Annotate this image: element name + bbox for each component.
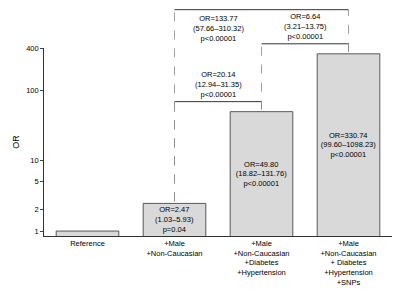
svg-text:400: 400 [26,44,39,53]
svg-text:100: 100 [26,86,39,95]
svg-text:OR=6.64(3.21–13.75)p<0.00001: OR=6.64(3.21–13.75)p<0.00001 [284,12,327,41]
svg-text:Reference: Reference [70,239,105,248]
svg-text:5: 5 [35,177,39,186]
svg-text:+Male+Non-Caucasian+ Diabetes+: +Male+Non-Caucasian+ Diabetes+Hypertensi… [320,239,376,287]
svg-text:OR=2.47(1.03–5.93)p=0.04: OR=2.47(1.03–5.93)p=0.04 [155,205,194,234]
svg-text:2: 2 [35,205,39,214]
svg-text:OR=133.77(57.66–310.32)p<0.000: OR=133.77(57.66–310.32)p<0.00001 [193,14,244,43]
svg-text:1: 1 [35,227,39,236]
svg-text:+Male+Non-Caucasian: +Male+Non-Caucasian [146,239,202,258]
svg-text:OR=49.80(18.82–131.76)p<0.0000: OR=49.80(18.82–131.76)p<0.00001 [236,160,287,189]
svg-text:OR=20.14(12.94–31.35)p<0.00001: OR=20.14(12.94–31.35)p<0.00001 [195,70,242,99]
svg-text:+Male+Non-Caucasian+Diabetes+H: +Male+Non-Caucasian+Diabetes+Hypertensio… [233,239,289,277]
svg-text:OR=330.74(99.60–1098.23)p<0.00: OR=330.74(99.60–1098.23)p<0.00001 [321,131,377,160]
svg-text:OR: OR [11,135,21,149]
svg-text:10: 10 [30,156,38,165]
